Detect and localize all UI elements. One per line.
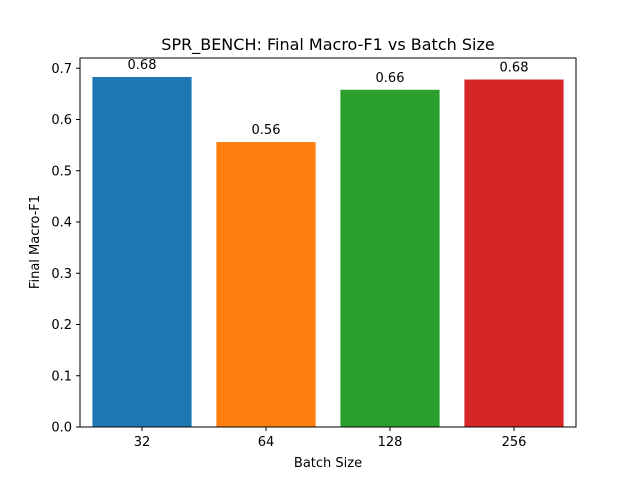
y-tick-label: 0.6 <box>51 113 72 128</box>
axes-frame <box>79 57 577 428</box>
y-tick-label: 0.2 <box>51 318 72 333</box>
bar-128 <box>340 89 440 428</box>
plot-area: 0.68 32 0.56 64 0.66 128 0.68 256 0.0 0.1 0.2 0.3 0.… <box>51 57 577 450</box>
bar-256 <box>464 79 564 428</box>
y-tick-label: 0.7 <box>51 62 72 77</box>
chart-title: SPR_BENCH: Final Macro-F1 vs Batch Size <box>161 35 494 55</box>
y-tick-label: 0.4 <box>51 216 72 231</box>
x-axis-label: Batch Size <box>294 456 362 471</box>
x-tick-label: 256 <box>502 435 527 450</box>
x-tick-label: 32 <box>134 435 151 450</box>
value-label-64: 0.56 <box>252 123 281 138</box>
y-tick-label: 0.1 <box>51 369 72 384</box>
value-label-32: 0.68 <box>128 58 157 73</box>
bar-32 <box>92 76 192 428</box>
x-tick-label: 128 <box>378 435 403 450</box>
y-tick-label: 0.0 <box>51 421 72 436</box>
value-label-128: 0.66 <box>376 71 405 86</box>
value-label-256: 0.68 <box>500 61 529 76</box>
bar-64 <box>216 142 316 428</box>
y-tick-label: 0.3 <box>51 267 72 282</box>
y-tick-label: 0.5 <box>51 164 72 179</box>
x-tick-label: 64 <box>258 435 275 450</box>
y-axis-label: Final Macro-F1 <box>28 195 43 289</box>
